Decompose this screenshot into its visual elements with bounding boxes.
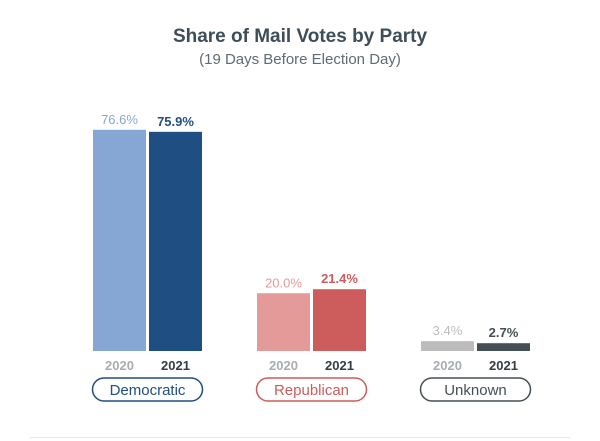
- category-pill-republican: [255, 377, 368, 402]
- category-label-unknown: Unknown: [444, 382, 507, 399]
- bar-democratic-2021: [149, 131, 202, 351]
- category-label-democratic: Democratic: [110, 382, 186, 399]
- value-label-unknown-2020: 3.4%: [433, 323, 463, 338]
- year-label-democratic-2021: 2021: [161, 358, 190, 373]
- value-label-unknown-2021: 2.7%: [489, 325, 519, 340]
- bar-republican-2021: [313, 289, 366, 351]
- bar-democratic-2020: [93, 129, 146, 351]
- year-label-unknown-2020: 2020: [433, 358, 462, 373]
- value-label-democratic-2020: 76.6%: [101, 112, 138, 127]
- year-label-republican-2021: 2021: [325, 358, 354, 373]
- bar-unknown-2021: [477, 343, 530, 351]
- bar-unknown-2020: [421, 341, 474, 351]
- chart-title: Share of Mail Votes by Party: [172, 26, 428, 47]
- bar-republican-2020: [257, 293, 310, 351]
- bottom-divider: [30, 437, 570, 438]
- year-label-unknown-2021: 2021: [489, 358, 518, 373]
- value-label-democratic-2021: 75.9%: [157, 114, 194, 129]
- category-pill-democratic: [91, 377, 204, 402]
- value-label-republican-2020: 20.0%: [265, 275, 302, 290]
- value-label-republican-2021: 21.4%: [321, 271, 358, 286]
- category-label-republican: Republican: [274, 382, 349, 399]
- category-pill-unknown: [419, 377, 532, 402]
- year-label-democratic-2020: 2020: [105, 358, 134, 373]
- year-label-republican-2020: 2020: [269, 358, 298, 373]
- chart-subtitle: (19 Days Before Election Day): [199, 51, 401, 68]
